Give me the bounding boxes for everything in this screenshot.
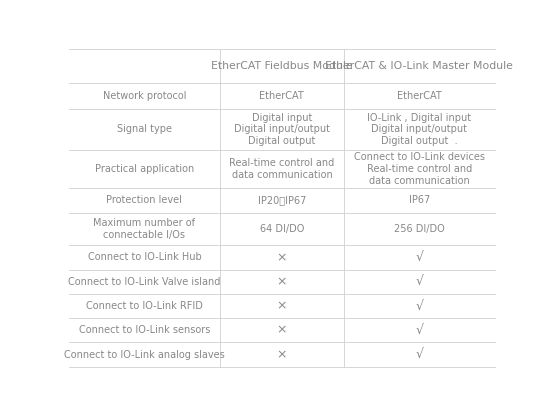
Text: Connect to IO-Link RFID: Connect to IO-Link RFID: [86, 301, 203, 311]
Text: EtherCAT: EtherCAT: [397, 91, 442, 101]
Text: 64 DI/DO: 64 DI/DO: [260, 224, 304, 234]
Text: EtherCAT Fieldbus Module: EtherCAT Fieldbus Module: [211, 61, 353, 71]
Text: √: √: [415, 348, 424, 361]
Text: √: √: [415, 251, 424, 264]
Text: Connect to IO-Link devices
Real-time control and
data communication: Connect to IO-Link devices Real-time con…: [354, 152, 485, 186]
Text: √: √: [415, 300, 424, 313]
Text: ×: ×: [277, 300, 287, 313]
Text: Connect to IO-Link Valve island: Connect to IO-Link Valve island: [68, 277, 221, 287]
Text: IP20、IP67: IP20、IP67: [258, 196, 306, 206]
Text: Connect to IO-Link Hub: Connect to IO-Link Hub: [87, 253, 201, 262]
Text: IO-Link , Digital input
Digital input/output
Digital output  .: IO-Link , Digital input Digital input/ou…: [367, 112, 471, 146]
Text: EtherCAT: EtherCAT: [260, 91, 304, 101]
Text: Practical application: Practical application: [95, 164, 194, 174]
Text: ×: ×: [277, 251, 287, 264]
Text: Protection level: Protection level: [107, 196, 183, 206]
Text: Connect to IO-Link sensors: Connect to IO-Link sensors: [79, 325, 210, 335]
Text: Connect to IO-Link analog slaves: Connect to IO-Link analog slaves: [64, 349, 225, 360]
Text: Digital input
Digital input/output
Digital output: Digital input Digital input/output Digit…: [234, 112, 330, 146]
Text: 256 DI/DO: 256 DI/DO: [394, 224, 445, 234]
Text: √: √: [415, 324, 424, 337]
Text: √: √: [415, 275, 424, 288]
Text: EtherCAT & IO-Link Master Module: EtherCAT & IO-Link Master Module: [326, 61, 513, 71]
Text: ×: ×: [277, 324, 287, 337]
Text: ×: ×: [277, 275, 287, 288]
Text: IP67: IP67: [409, 196, 430, 206]
Text: Maximum number of
connectable I/Os: Maximum number of connectable I/Os: [94, 218, 195, 240]
Text: Real-time control and
data communication: Real-time control and data communication: [229, 158, 334, 180]
Text: Signal type: Signal type: [117, 124, 172, 134]
Text: Network protocol: Network protocol: [103, 91, 186, 101]
Text: ×: ×: [277, 348, 287, 361]
